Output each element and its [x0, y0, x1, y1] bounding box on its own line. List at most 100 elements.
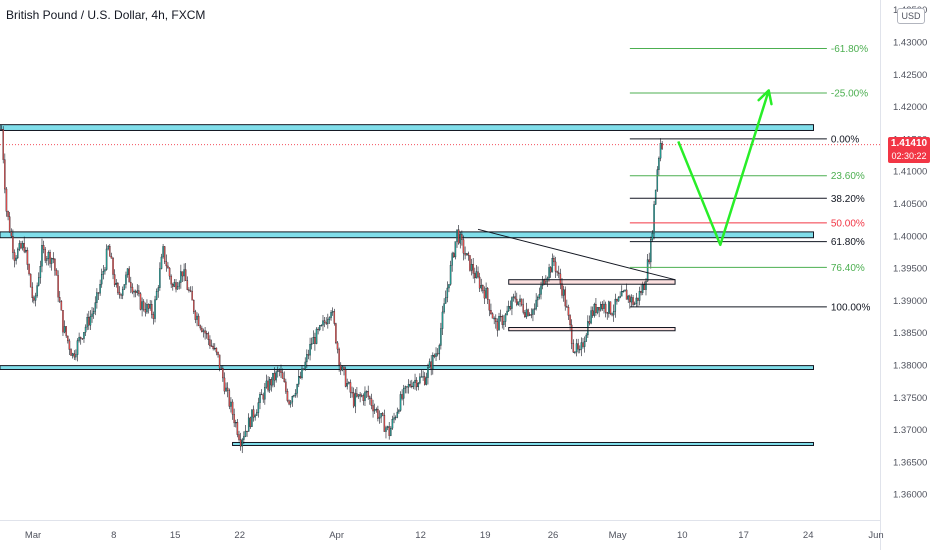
- candle-body: [480, 285, 483, 289]
- candle-body: [113, 274, 116, 285]
- candle-body: [50, 258, 53, 264]
- symbol-title[interactable]: British Pound / U.S. Dollar, 4h, FXCM: [6, 8, 206, 22]
- candle-body: [304, 361, 306, 370]
- candle-body: [257, 402, 260, 413]
- candle-body: [593, 304, 596, 316]
- candle-body: [2, 129, 4, 160]
- forecast-path[interactable]: [677, 90, 770, 247]
- candle-body: [47, 252, 50, 259]
- candle-body: [427, 367, 429, 378]
- candle-body: [495, 318, 497, 322]
- candle-body: [554, 261, 557, 272]
- candle-body: [196, 315, 198, 320]
- consolidation-box-top[interactable]: [508, 279, 676, 285]
- candle-body: [186, 280, 189, 290]
- candle-body: [202, 330, 205, 332]
- candle-body: [642, 284, 644, 293]
- support-zone-low[interactable]: [232, 441, 814, 446]
- candle-body: [228, 390, 231, 407]
- candle-body: [443, 303, 445, 313]
- candle-body: [147, 304, 150, 309]
- candle-body: [46, 258, 48, 261]
- candle-body: [658, 158, 660, 170]
- candle-body: [425, 377, 428, 385]
- candle-body: [512, 296, 515, 298]
- candle-body: [553, 258, 555, 263]
- candle-body: [369, 396, 371, 399]
- candle-body: [533, 308, 536, 311]
- candle-body: [591, 310, 594, 316]
- candle-body: [422, 376, 424, 378]
- candle-body: [412, 382, 415, 387]
- candle-body: [409, 384, 411, 387]
- candle-body: [582, 342, 584, 347]
- candle-body: [73, 353, 76, 358]
- price-axis[interactable]: 1.435001.430001.425001.420001.415001.410…: [893, 5, 927, 500]
- candle-body: [144, 309, 147, 313]
- fib-level-label: -61.80%: [831, 44, 868, 55]
- candle-body: [435, 353, 437, 357]
- candle-body: [249, 417, 252, 427]
- candle-body: [34, 295, 37, 301]
- resistance-zone-top[interactable]: [0, 124, 814, 131]
- price-tick-label: 1.43000: [893, 37, 927, 48]
- candle-body: [456, 229, 458, 242]
- consolidation-box-bottom[interactable]: [508, 327, 676, 332]
- candle-body: [0, 129, 3, 131]
- candle-body: [265, 380, 268, 388]
- candle-body: [214, 347, 216, 350]
- candle-body: [472, 264, 474, 274]
- candle-body: [441, 311, 444, 329]
- descending-trendline[interactable]: [477, 228, 676, 281]
- fib-level-label: 76.40%: [831, 263, 865, 274]
- candle-body: [44, 249, 46, 261]
- candle-body: [133, 291, 135, 293]
- candle-body: [562, 289, 565, 296]
- candle-body: [367, 391, 369, 397]
- support-zone-mid[interactable]: [0, 365, 814, 370]
- candle-body: [399, 394, 402, 411]
- candle-body: [656, 169, 659, 191]
- time-axis[interactable]: Mar 8 15 22 Apr 12 19 26 May 10 17 24 Jun: [25, 530, 884, 541]
- candle-body: [501, 316, 503, 325]
- candle-body: [39, 266, 42, 278]
- candle-body: [246, 430, 248, 432]
- candle-body: [596, 307, 599, 313]
- candle-body: [386, 426, 389, 428]
- resistance-zone-mid[interactable]: [0, 231, 814, 239]
- candle-body: [629, 295, 631, 303]
- candle-body: [464, 253, 466, 256]
- price-tick-label: 1.37000: [893, 425, 927, 436]
- candle-body: [178, 282, 180, 287]
- candle-body: [94, 302, 97, 312]
- candle-body: [467, 253, 470, 256]
- candle-body: [81, 338, 84, 340]
- plot-area[interactable]: [0, 0, 880, 520]
- candle-body: [193, 300, 195, 312]
- currency-badge[interactable]: USD: [897, 8, 925, 24]
- candle-body: [25, 250, 27, 252]
- candle-body: [230, 401, 232, 407]
- candle-body: [616, 298, 618, 302]
- candle-body: [75, 354, 77, 358]
- candle-body: [411, 385, 413, 388]
- candle-body: [336, 342, 339, 350]
- fib-level-label: 50.00%: [831, 218, 865, 229]
- candle-body: [120, 294, 122, 296]
- candle-body: [488, 299, 491, 311]
- candle-body: [272, 372, 274, 386]
- fib-level-label: 0.00%: [831, 134, 859, 145]
- candle-body: [530, 314, 533, 316]
- time-tick-label: 8: [111, 530, 116, 541]
- candle-body: [661, 143, 663, 149]
- candle-body: [201, 327, 203, 332]
- candle-body: [475, 271, 478, 279]
- candle-body: [4, 159, 6, 190]
- candle-body: [517, 301, 520, 305]
- candle-body: [78, 336, 80, 341]
- candle-body: [259, 393, 261, 403]
- candle-body: [394, 417, 397, 419]
- candle-body: [199, 325, 201, 329]
- candle-body: [341, 366, 344, 371]
